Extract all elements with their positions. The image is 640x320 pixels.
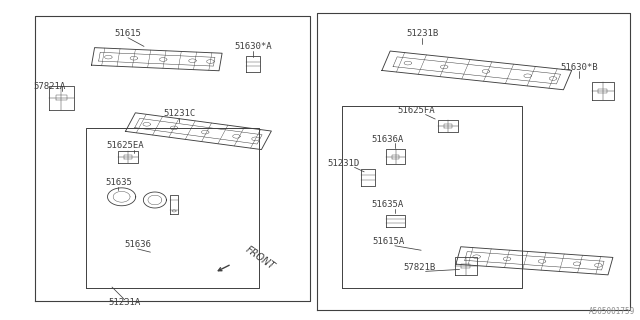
Text: A505001759: A505001759 — [589, 307, 635, 316]
Text: 57821B: 57821B — [403, 263, 435, 272]
Text: 51615: 51615 — [115, 29, 141, 38]
Text: 51625FA: 51625FA — [397, 106, 435, 115]
Text: 51630*A: 51630*A — [234, 42, 271, 51]
Text: 51630*B: 51630*B — [561, 63, 598, 72]
Text: 51636A: 51636A — [371, 135, 403, 144]
Text: 51231C: 51231C — [163, 109, 195, 118]
Text: 51635: 51635 — [105, 178, 132, 187]
Text: 57821A: 57821A — [34, 82, 66, 91]
Text: 51231D: 51231D — [328, 159, 360, 168]
Text: 51635A: 51635A — [371, 200, 403, 209]
Text: 51615A: 51615A — [372, 237, 404, 246]
Text: 51231B: 51231B — [406, 29, 438, 38]
Text: 51636: 51636 — [124, 240, 151, 249]
Text: 51231A: 51231A — [109, 298, 141, 307]
Text: 51625EA: 51625EA — [106, 141, 143, 150]
Text: FRONT: FRONT — [243, 244, 276, 271]
